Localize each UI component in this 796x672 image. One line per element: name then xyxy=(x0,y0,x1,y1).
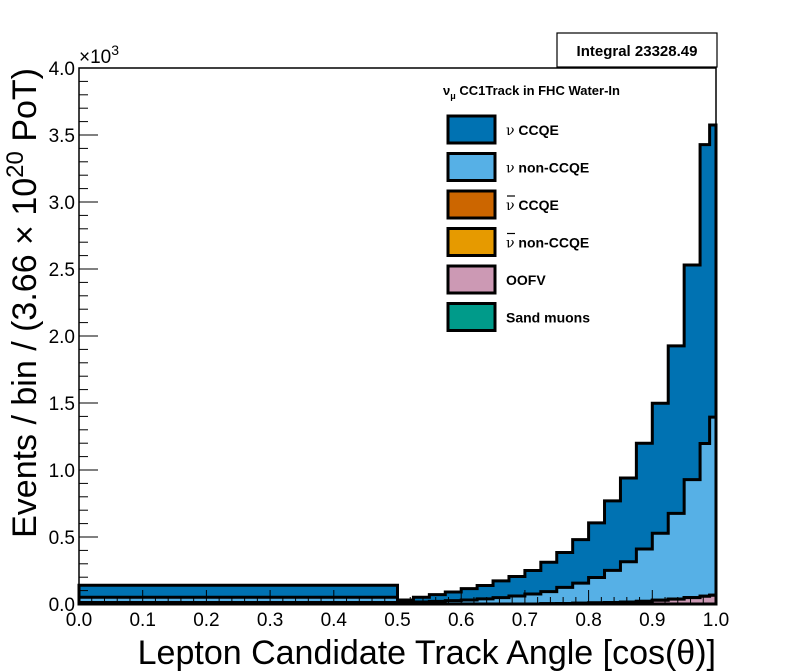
y-tick-label: 1.5 xyxy=(49,394,75,415)
legend-swatch xyxy=(446,227,497,257)
legend-label: ν non-CCQE xyxy=(506,160,589,177)
legend-label: Sand muons xyxy=(506,310,590,326)
integral-text: Integral 23328.49 xyxy=(577,43,698,60)
x-tick-label: 0.5 xyxy=(384,610,410,631)
y-axis-title: Events / bin / (3.66 × 1020 PoT) xyxy=(2,68,44,538)
x-tick-label: 1.0 xyxy=(703,610,729,631)
legend-swatch xyxy=(446,114,497,145)
x-tick-label: 0.8 xyxy=(575,610,601,631)
x-tick-label: 0.7 xyxy=(512,610,538,631)
legend-entry: ν non-CCQE xyxy=(446,227,589,257)
legend-entry: ν CCQE xyxy=(446,114,559,145)
x-axis-title: Lepton Candidate Track Angle [cos(θ)] xyxy=(138,634,716,672)
legend-label: ν CCQE xyxy=(506,122,559,139)
y-tick-label: 0.5 xyxy=(49,528,75,549)
series-non-ccqe-area xyxy=(77,415,718,606)
legend-entry: ν non-CCQE xyxy=(446,152,589,182)
legend-swatch xyxy=(446,302,497,332)
integral-stats-box: Integral 23328.49 xyxy=(556,32,718,68)
series-ccqe-area xyxy=(77,123,718,606)
legend: νμ CC1Track in FHC Water-In ν CCQE ν non-… xyxy=(443,83,620,332)
x-tick-label: 0.2 xyxy=(193,610,219,631)
legend-label: OOFV xyxy=(506,272,546,288)
legend-swatch xyxy=(446,152,497,182)
x-tick-label: 0.3 xyxy=(257,610,283,631)
legend-label: ν CCQE xyxy=(506,197,559,214)
axis-ticks xyxy=(78,67,717,605)
x-tick-label: 0.6 xyxy=(448,610,474,631)
x-tick-label: 0.4 xyxy=(321,610,348,631)
y-tick-label: 3.0 xyxy=(49,193,75,214)
x-tick-label: 0.0 xyxy=(66,610,92,631)
legend-title: νμ CC1Track in FHC Water-In xyxy=(443,83,620,101)
axis-tick-labels: 0.0 0.1 0.2 0.3 0.4 0.5 0.6 0.7 0.8 0.9 1.0 0.0 0.5 1… xyxy=(49,59,730,631)
y-tick-label: 1.0 xyxy=(49,461,75,482)
y-tick-label: 3.5 xyxy=(49,126,75,147)
x-tick-label: 0.1 xyxy=(129,610,155,631)
legend-label: ν non-CCQE xyxy=(506,235,589,252)
y-tick-label: 4.0 xyxy=(49,59,75,80)
legend-swatch xyxy=(446,264,497,295)
legend-entry: OOFV xyxy=(446,264,546,295)
y-tick-label: 2.0 xyxy=(49,327,75,348)
legend-swatch xyxy=(446,189,497,220)
y-scale-exponent: ×103 xyxy=(79,42,119,68)
y-tick-label: 0.0 xyxy=(49,595,75,616)
y-tick-label: 2.5 xyxy=(49,260,75,281)
legend-entry: Sand muons xyxy=(446,302,590,332)
legend-entry: ν CCQE xyxy=(446,189,559,220)
stacked-histogram xyxy=(77,123,718,606)
x-tick-label: 0.9 xyxy=(639,610,665,631)
